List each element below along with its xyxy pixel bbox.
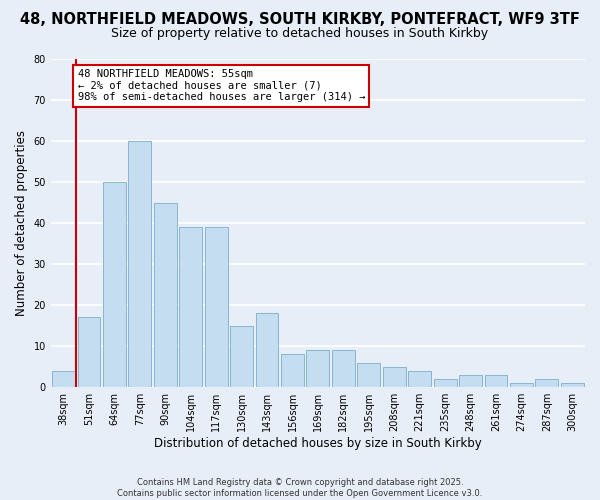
Text: Contains HM Land Registry data © Crown copyright and database right 2025.
Contai: Contains HM Land Registry data © Crown c…	[118, 478, 482, 498]
Bar	[561, 383, 584, 387]
Bar	[128, 141, 151, 387]
Bar	[205, 227, 227, 387]
Bar	[358, 362, 380, 387]
Bar	[383, 366, 406, 387]
Bar	[434, 379, 457, 387]
Text: 48 NORTHFIELD MEADOWS: 55sqm
← 2% of detached houses are smaller (7)
98% of semi: 48 NORTHFIELD MEADOWS: 55sqm ← 2% of det…	[77, 70, 365, 102]
Bar	[281, 354, 304, 387]
Bar	[77, 318, 100, 387]
X-axis label: Distribution of detached houses by size in South Kirkby: Distribution of detached houses by size …	[154, 437, 482, 450]
Bar	[179, 227, 202, 387]
Bar	[256, 314, 278, 387]
Bar	[332, 350, 355, 387]
Bar	[459, 375, 482, 387]
Y-axis label: Number of detached properties: Number of detached properties	[15, 130, 28, 316]
Bar	[408, 371, 431, 387]
Bar	[535, 379, 558, 387]
Bar	[103, 182, 126, 387]
Text: Size of property relative to detached houses in South Kirkby: Size of property relative to detached ho…	[112, 28, 488, 40]
Bar	[307, 350, 329, 387]
Bar	[485, 375, 508, 387]
Bar	[510, 383, 533, 387]
Text: 48, NORTHFIELD MEADOWS, SOUTH KIRKBY, PONTEFRACT, WF9 3TF: 48, NORTHFIELD MEADOWS, SOUTH KIRKBY, PO…	[20, 12, 580, 28]
Bar	[154, 202, 177, 387]
Bar	[230, 326, 253, 387]
Bar	[52, 371, 75, 387]
